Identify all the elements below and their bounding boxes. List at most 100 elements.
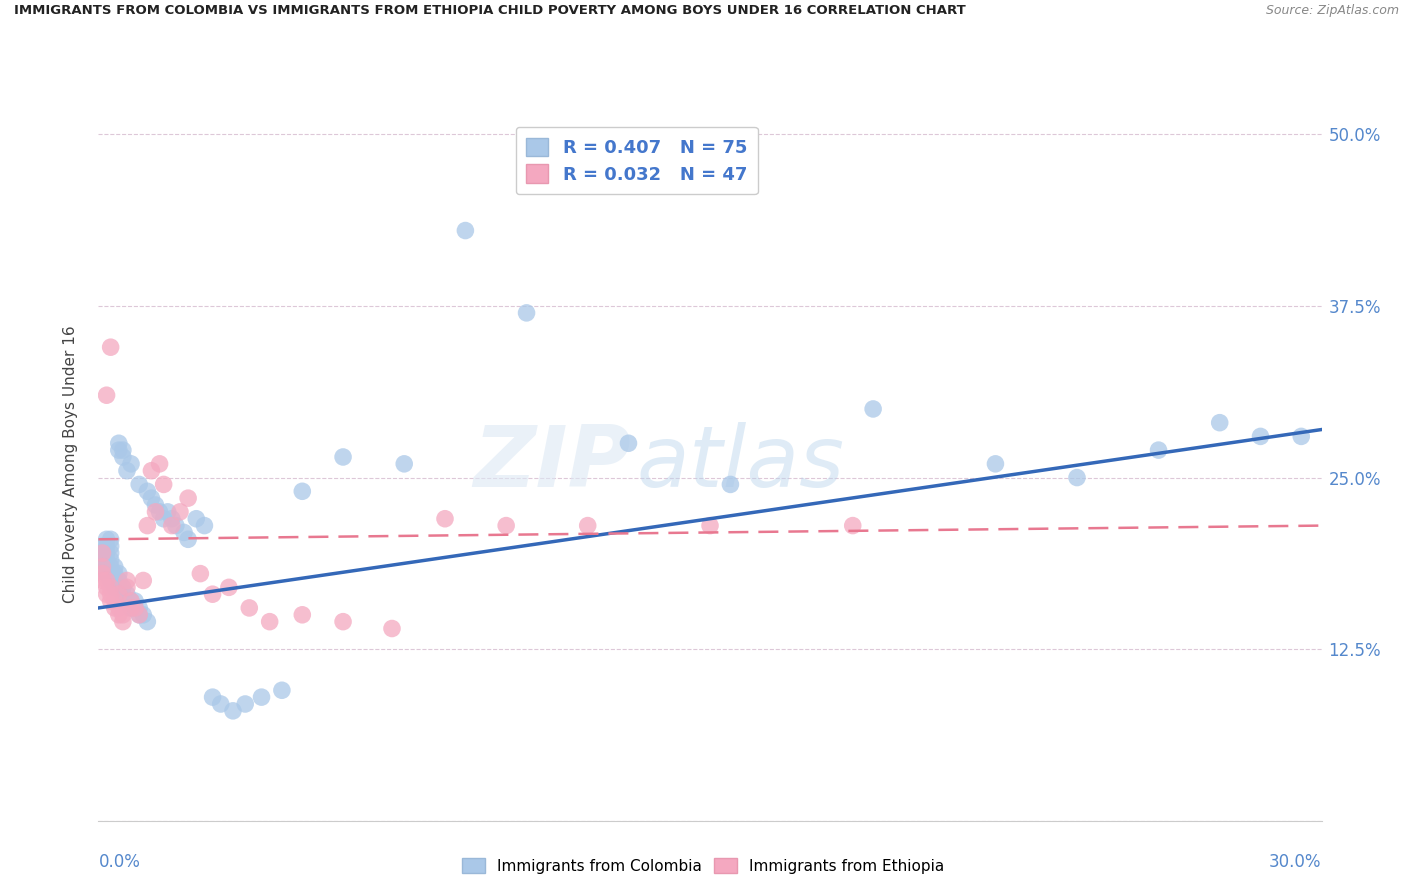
Point xyxy=(111,587,134,601)
Point xyxy=(100,340,122,354)
Point xyxy=(1147,443,1170,458)
Point xyxy=(291,607,314,622)
Point xyxy=(108,443,131,458)
Point xyxy=(100,553,122,567)
Point xyxy=(332,615,354,629)
Point xyxy=(128,607,150,622)
Point xyxy=(177,533,200,547)
Point xyxy=(120,594,142,608)
Point xyxy=(120,594,142,608)
Point xyxy=(1209,416,1232,430)
Point xyxy=(454,223,477,237)
Point xyxy=(201,690,224,705)
Point xyxy=(100,594,122,608)
Point xyxy=(91,546,114,560)
Legend: Immigrants from Colombia, Immigrants from Ethiopia: Immigrants from Colombia, Immigrants fro… xyxy=(456,852,950,880)
Point xyxy=(149,457,172,471)
Point xyxy=(96,566,118,581)
Point xyxy=(124,601,146,615)
Point xyxy=(115,580,138,594)
Point xyxy=(96,539,118,553)
Point xyxy=(141,464,163,478)
Point xyxy=(96,559,118,574)
Point xyxy=(141,491,163,505)
Point xyxy=(120,457,142,471)
Point xyxy=(699,518,721,533)
Point xyxy=(96,533,118,547)
Point xyxy=(100,539,122,553)
Point xyxy=(238,601,260,615)
Point xyxy=(169,505,191,519)
Point xyxy=(108,566,131,581)
Point xyxy=(115,587,138,601)
Point xyxy=(250,690,273,705)
Point xyxy=(173,525,195,540)
Point xyxy=(96,587,118,601)
Point xyxy=(188,566,212,581)
Point xyxy=(1066,470,1088,484)
Point xyxy=(100,559,122,574)
Point xyxy=(111,450,134,464)
Point xyxy=(104,574,127,588)
Text: 0.0%: 0.0% xyxy=(98,853,141,871)
Text: 30.0%: 30.0% xyxy=(1270,853,1322,871)
Point xyxy=(720,477,742,491)
Point xyxy=(91,574,114,588)
Point xyxy=(91,559,114,574)
Point xyxy=(862,401,884,416)
Point xyxy=(145,505,167,519)
Point xyxy=(100,580,122,594)
Point xyxy=(841,518,863,533)
Point xyxy=(100,566,122,581)
Point xyxy=(108,574,131,588)
Point xyxy=(165,518,187,533)
Point xyxy=(104,601,127,615)
Point xyxy=(136,518,159,533)
Point xyxy=(108,601,131,615)
Point xyxy=(115,464,138,478)
Point xyxy=(100,546,122,560)
Point xyxy=(124,594,146,608)
Point xyxy=(96,388,118,402)
Point xyxy=(984,457,1007,471)
Point xyxy=(209,697,232,711)
Point xyxy=(193,518,215,533)
Point xyxy=(160,512,183,526)
Point xyxy=(576,518,599,533)
Point xyxy=(128,601,150,615)
Point xyxy=(108,587,131,601)
Point xyxy=(381,622,404,636)
Point xyxy=(152,512,174,526)
Point xyxy=(96,574,118,588)
Point xyxy=(152,477,174,491)
Point xyxy=(100,574,122,588)
Point xyxy=(100,533,122,547)
Point xyxy=(495,518,517,533)
Point xyxy=(104,594,127,608)
Point xyxy=(1291,429,1313,443)
Point xyxy=(91,539,114,553)
Point xyxy=(104,559,127,574)
Point xyxy=(111,615,134,629)
Point xyxy=(222,704,245,718)
Point xyxy=(160,518,183,533)
Point xyxy=(96,546,118,560)
Point xyxy=(120,601,142,615)
Point xyxy=(111,580,134,594)
Point xyxy=(201,587,224,601)
Point xyxy=(233,697,256,711)
Point xyxy=(115,594,138,608)
Legend: R = 0.407   N = 75, R = 0.032   N = 47: R = 0.407 N = 75, R = 0.032 N = 47 xyxy=(516,127,758,194)
Text: atlas: atlas xyxy=(637,422,845,506)
Point xyxy=(96,553,118,567)
Point xyxy=(149,505,172,519)
Point xyxy=(186,512,208,526)
Point xyxy=(132,607,155,622)
Point xyxy=(332,450,354,464)
Point xyxy=(1249,429,1271,443)
Point xyxy=(111,443,134,458)
Point xyxy=(104,580,127,594)
Point xyxy=(617,436,640,450)
Point xyxy=(91,566,114,581)
Point xyxy=(218,580,240,594)
